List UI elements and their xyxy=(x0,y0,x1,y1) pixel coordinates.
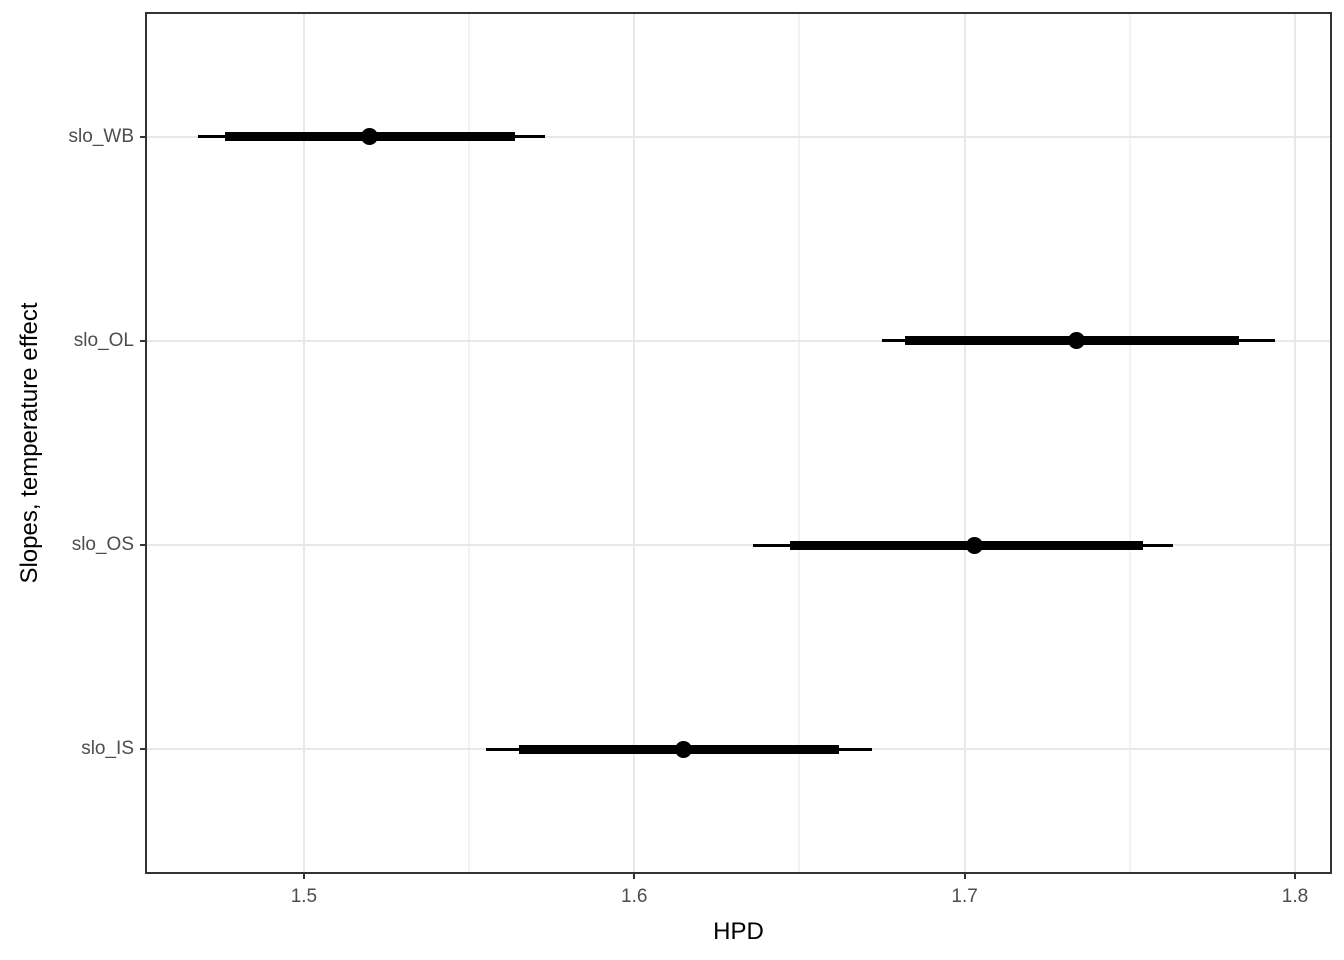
major-gridline-vertical xyxy=(302,14,305,872)
estimate-point xyxy=(966,536,984,554)
x-tick-mark xyxy=(633,872,636,879)
x-tick-label: 1.8 xyxy=(1281,886,1309,907)
estimate-point xyxy=(361,128,379,146)
y-tick-label: slo_WB xyxy=(68,125,134,147)
estimate-point xyxy=(675,740,693,758)
y-tick-mark xyxy=(140,339,147,342)
major-gridline-vertical xyxy=(963,14,966,872)
y-tick-mark xyxy=(140,748,147,751)
y-axis-title: Slopes, temperature effect xyxy=(16,302,43,584)
x-tick-mark xyxy=(1293,872,1296,879)
major-gridline-horizontal xyxy=(147,339,1330,342)
x-axis-title: HPD xyxy=(713,918,764,945)
major-gridline-horizontal xyxy=(147,544,1330,547)
y-tick-label: slo_OL xyxy=(73,329,134,351)
x-tick-label: 1.6 xyxy=(621,886,648,907)
y-tick-label: slo_OS xyxy=(71,534,134,556)
x-tick-mark xyxy=(963,872,966,879)
y-tick-mark xyxy=(140,135,147,138)
minor-gridline-vertical xyxy=(468,14,471,872)
y-tick-mark xyxy=(140,544,147,547)
estimate-point xyxy=(1068,332,1086,350)
major-gridline-horizontal xyxy=(147,135,1330,138)
x-tick-label: 1.5 xyxy=(290,886,318,907)
major-gridline-vertical xyxy=(633,14,636,872)
x-tick-mark xyxy=(302,872,305,879)
y-tick-label: slo_IS xyxy=(81,738,134,760)
minor-gridline-vertical xyxy=(798,14,801,872)
minor-gridline-vertical xyxy=(1128,14,1131,872)
x-tick-label: 1.7 xyxy=(951,886,978,907)
major-gridline-vertical xyxy=(1293,14,1296,872)
